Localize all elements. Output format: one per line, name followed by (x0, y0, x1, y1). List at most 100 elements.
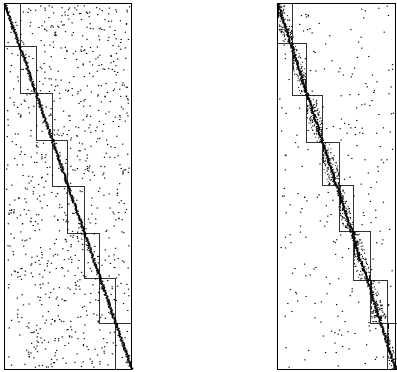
diagonal-dot (72, 197, 75, 199)
diagonal-dot (92, 261, 95, 263)
nonzero-dot (48, 66, 51, 68)
diagonal-dot (4, 3, 7, 5)
diagonal-dot (313, 114, 316, 116)
nonzero-dot (392, 346, 394, 348)
nonzero-dot (278, 25, 280, 27)
diagonal-dot (22, 54, 24, 56)
nonzero-dot (52, 41, 54, 43)
diagonal-dot (17, 40, 20, 42)
nonzero-dot (293, 61, 294, 63)
nonzero-dot (81, 177, 84, 179)
nonzero-dot (77, 237, 79, 239)
nonzero-dot (43, 21, 46, 23)
nonzero-dot (388, 332, 389, 334)
nonzero-dot (124, 211, 126, 213)
nonzero-dot (55, 79, 57, 81)
nonzero-dot (320, 301, 323, 303)
diagonal-dot (68, 187, 70, 189)
diagonal-dot (15, 36, 17, 38)
nonzero-dot (122, 172, 124, 174)
nonzero-dot (301, 69, 303, 71)
nonzero-dot (45, 180, 47, 182)
nonzero-dot (73, 76, 75, 78)
diagonal-dot (5, 10, 8, 12)
nonzero-dot (307, 109, 308, 111)
block-box (277, 3, 293, 44)
nonzero-dot (6, 168, 8, 170)
nonzero-dot (371, 306, 372, 308)
nonzero-dot (288, 29, 290, 31)
nonzero-dot (62, 24, 64, 26)
diagonal-dot (54, 147, 57, 149)
nonzero-dot (340, 204, 341, 206)
nonzero-dot (114, 146, 116, 148)
nonzero-dot (280, 247, 282, 249)
nonzero-dot (338, 173, 339, 175)
nonzero-dot (10, 212, 12, 214)
nonzero-dot (8, 327, 10, 329)
diagonal-dot (346, 217, 349, 219)
nonzero-dot (122, 339, 124, 341)
nonzero-dot (380, 305, 381, 307)
nonzero-dot (103, 194, 105, 196)
nonzero-dot (310, 118, 312, 120)
nonzero-dot (24, 153, 26, 155)
diagonal-dot (318, 133, 320, 135)
nonzero-dot (295, 293, 298, 295)
nonzero-dot (288, 42, 290, 44)
diagonal-dot (391, 355, 393, 357)
nonzero-dot (366, 264, 368, 265)
nonzero-dot (7, 245, 9, 247)
nonzero-dot (70, 320, 72, 322)
nonzero-dot (381, 308, 383, 310)
diagonal-dot (88, 244, 90, 246)
nonzero-dot (334, 242, 336, 244)
diagonal-dot (75, 212, 78, 214)
diagonal-dot (54, 149, 57, 151)
nonzero-dot (389, 339, 391, 341)
diagonal-dot (387, 341, 389, 343)
nonzero-dot (332, 159, 334, 161)
diagonal-dot (321, 138, 324, 140)
nonzero-dot (349, 212, 351, 214)
diagonal-dot (53, 147, 56, 149)
diagonal-dot (392, 359, 395, 361)
nonzero-dot (23, 99, 25, 101)
nonzero-dot (287, 30, 289, 32)
nonzero-dot (296, 69, 298, 71)
nonzero-dot (86, 38, 88, 40)
diagonal-dot (33, 84, 35, 86)
nonzero-dot (371, 280, 372, 282)
nonzero-dot (28, 303, 30, 305)
diagonal-dot (108, 301, 111, 303)
nonzero-dot (30, 352, 32, 354)
nonzero-dot (372, 297, 374, 299)
diagonal-dot (38, 99, 41, 101)
diagonal-dot (325, 152, 328, 154)
nonzero-dot (309, 107, 311, 109)
nonzero-dot (50, 84, 53, 86)
diagonal-dot (387, 344, 389, 346)
nonzero-dot (335, 172, 337, 174)
diagonal-dot (23, 60, 26, 62)
nonzero-dot (78, 222, 80, 224)
nonzero-dot (367, 267, 369, 269)
diagonal-dot (280, 17, 283, 19)
diagonal-dot (46, 128, 49, 130)
nonzero-dot (326, 128, 328, 130)
nonzero-dot (76, 135, 79, 137)
nonzero-dot (333, 241, 335, 243)
nonzero-dot (354, 251, 355, 252)
nonzero-dot (9, 204, 11, 206)
diagonal-dot (292, 53, 295, 55)
diagonal-dot (339, 197, 341, 199)
nonzero-dot (55, 195, 57, 197)
diagonal-dot (345, 218, 348, 220)
diagonal-dot (7, 13, 10, 15)
nonzero-dot (344, 192, 346, 194)
nonzero-dot (354, 233, 355, 235)
nonzero-dot (27, 62, 29, 64)
diagonal-dot (281, 18, 284, 20)
nonzero-dot (94, 348, 96, 350)
nonzero-dot (68, 7, 71, 9)
